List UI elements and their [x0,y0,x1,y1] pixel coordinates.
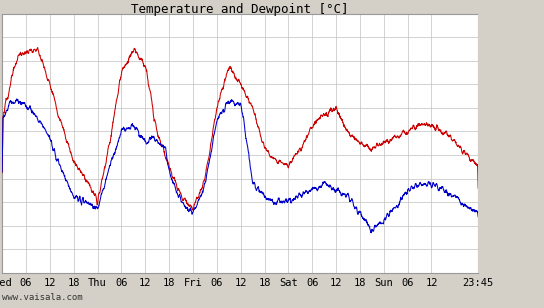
Text: 18: 18 [163,278,175,288]
Text: Sun: Sun [374,278,393,288]
Text: 06: 06 [20,278,32,288]
Text: www.vaisala.com: www.vaisala.com [2,293,83,302]
Text: 06: 06 [306,278,318,288]
Text: Wed: Wed [0,278,11,288]
Text: Thu: Thu [88,278,107,288]
Text: Sat: Sat [279,278,298,288]
Text: 12: 12 [330,278,342,288]
Text: 12: 12 [425,278,438,288]
Text: Fri: Fri [183,278,202,288]
Text: Temperature and Dewpoint [°C]: Temperature and Dewpoint [°C] [131,3,348,16]
Text: 18: 18 [67,278,80,288]
Text: 18: 18 [258,278,271,288]
Text: 18: 18 [354,278,366,288]
Text: 23:45: 23:45 [462,278,494,288]
Text: 06: 06 [401,278,414,288]
Text: 12: 12 [234,278,247,288]
Text: 12: 12 [44,278,56,288]
Text: 06: 06 [115,278,128,288]
Text: 12: 12 [139,278,152,288]
Text: 06: 06 [211,278,223,288]
